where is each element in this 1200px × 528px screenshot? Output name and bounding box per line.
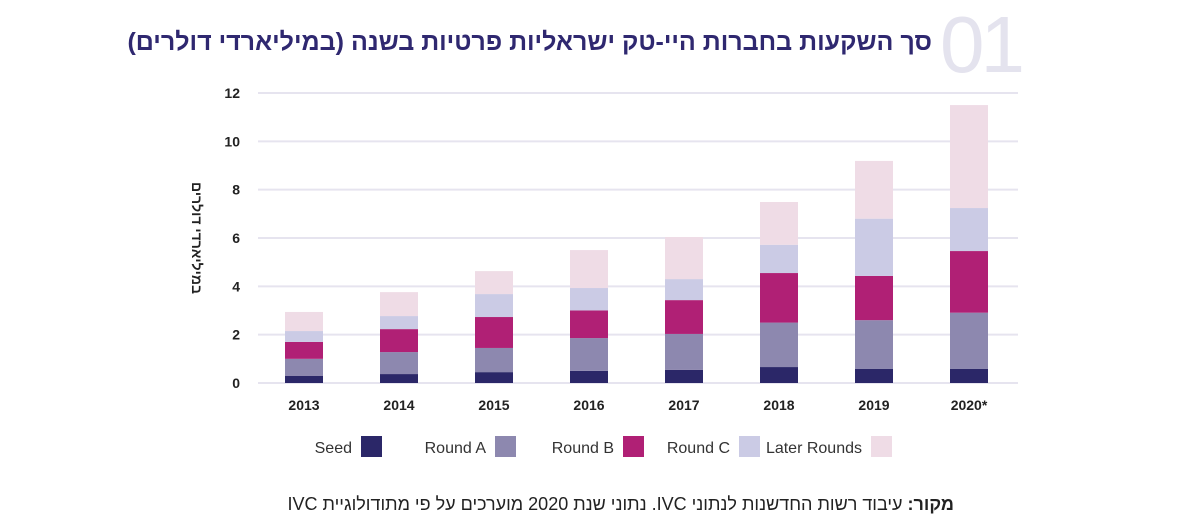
bar-segment-round-a	[760, 322, 798, 368]
bar-segment-later-rounds	[570, 250, 608, 289]
bar-segment-round-c	[665, 279, 703, 301]
bar-segment-round-c	[570, 288, 608, 311]
bar-segment-seed	[380, 374, 418, 383]
bar-segment-round-b	[760, 273, 798, 323]
legend-label: Later Rounds	[766, 440, 862, 457]
bar-segment-round-b	[950, 251, 988, 313]
legend-label: Round A	[425, 440, 487, 457]
bar-segment-later-rounds	[950, 105, 988, 209]
bar-segment-round-b	[665, 300, 703, 334]
bar-segment-round-b	[380, 329, 418, 353]
bar-segment-round-c	[285, 331, 323, 342]
x-tick-label: 2014	[383, 397, 414, 413]
y-tick-label: 2	[232, 327, 240, 343]
bar-segment-seed	[475, 372, 513, 383]
x-tick-label: 2019	[858, 397, 889, 413]
x-tick-label: 2013	[288, 397, 319, 413]
legend-swatch	[361, 436, 382, 457]
bar-segment-seed	[855, 368, 893, 383]
y-tick-label: 0	[232, 375, 240, 391]
bar-segment-round-c	[475, 294, 513, 318]
legend-label: Round B	[552, 440, 614, 457]
y-tick-label: 10	[224, 133, 240, 149]
legend-swatch	[871, 436, 892, 457]
bar-segment-round-b	[285, 341, 323, 359]
bar-segment-seed	[665, 369, 703, 383]
bar-segment-round-c	[380, 316, 418, 330]
bar-segment-round-c	[950, 208, 988, 252]
legend-swatch	[495, 436, 516, 457]
legend-label: Seed	[315, 440, 352, 457]
bar-segment-later-rounds	[760, 201, 798, 245]
bar-segment-seed	[950, 368, 988, 383]
bar-segment-round-a	[570, 338, 608, 371]
y-tick-label: 6	[232, 230, 240, 246]
y-axis-label: במיליארדי דולרים	[189, 182, 205, 294]
bar-segment-seed	[285, 375, 323, 383]
bar-segment-round-a	[285, 358, 323, 376]
bar-segment-later-rounds	[285, 311, 323, 332]
x-tick-label: 2017	[668, 397, 699, 413]
bar-segment-later-rounds	[855, 160, 893, 219]
legend-label: Round C	[667, 440, 730, 457]
bar-segment-round-b	[855, 275, 893, 321]
source-text: עיבוד רשות החדשנות לנתוני IVC. נתוני שנת…	[287, 494, 908, 514]
x-tick-label: 2020*	[951, 397, 988, 413]
bar-segment-round-b	[475, 317, 513, 348]
bar-segment-seed	[760, 367, 798, 383]
bar-segment-round-b	[570, 310, 608, 339]
bar-segment-round-a	[380, 352, 418, 375]
bar-segment-round-a	[475, 347, 513, 373]
x-tick-label: 2015	[478, 397, 509, 413]
bar-segment-later-rounds	[665, 237, 703, 280]
bar-segment-later-rounds	[380, 292, 418, 317]
legend-swatch	[623, 436, 644, 457]
chart-number: 01	[940, 0, 1025, 89]
chart-title: סך השקעות בחברות היי-טק ישראליות פרטיות …	[127, 28, 932, 56]
bar-segment-seed	[570, 370, 608, 383]
bar-segment-later-rounds	[475, 271, 513, 295]
bar-segment-round-c	[855, 218, 893, 276]
bar-segment-round-a	[950, 312, 988, 369]
source-label: מקור:	[907, 494, 954, 514]
bar-segment-round-a	[855, 320, 893, 369]
x-tick-label: 2016	[573, 397, 604, 413]
y-tick-label: 8	[232, 182, 240, 198]
source-note: מקור: עיבוד רשות החדשנות לנתוני IVC. נתו…	[288, 494, 954, 515]
y-tick-label: 4	[232, 278, 240, 294]
bar-segment-round-c	[760, 244, 798, 274]
y-tick-label: 12	[224, 85, 240, 101]
legend-swatch	[739, 436, 760, 457]
bar-segment-round-a	[665, 333, 703, 370]
x-tick-label: 2018	[763, 397, 794, 413]
